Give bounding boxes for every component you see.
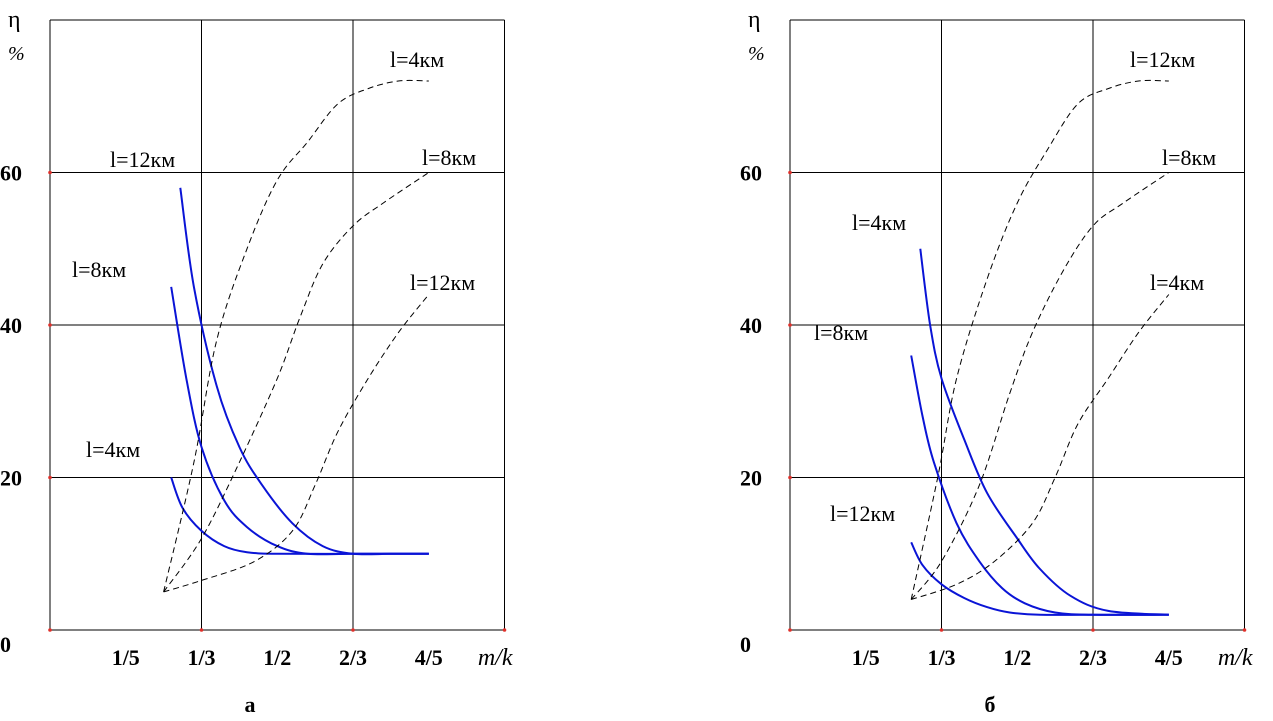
curve-label: l=8км	[72, 257, 126, 282]
series-curve-solid-1	[170, 286, 429, 556]
y-tick-label: 40	[740, 313, 762, 338]
y-axis-label: η	[748, 7, 761, 33]
series-curve-dashed-4	[910, 172, 1170, 600]
x-tick-label: 1/2	[263, 645, 291, 670]
series-curve-dashed-3	[163, 79, 429, 593]
y-axis-label: η	[8, 7, 21, 33]
y-tick-label: 60	[740, 161, 762, 186]
axis-tick-dot	[1242, 628, 1247, 632]
series-curve-solid-0	[179, 187, 429, 556]
x-tick-label: 2/3	[339, 645, 367, 670]
curve-label: l=4км	[852, 210, 906, 235]
axis-tick-dot	[939, 628, 944, 632]
x-tick-label: 2/3	[1079, 645, 1107, 670]
x-tick-label: 1/5	[112, 645, 140, 670]
axis-tick-dot	[1091, 628, 1095, 632]
y-axis-unit: %	[748, 43, 765, 65]
curve-label: l=12км	[110, 147, 175, 172]
curve-label: l=12км	[830, 501, 895, 526]
panel-a: 0 20 40 60 η% 1/5 1/3 1/2 2/3 4/5 m/k а l=12км l=8км l…	[0, 7, 513, 717]
curve-label: l=8км	[1162, 145, 1216, 170]
x-tick-label: 4/5	[415, 645, 443, 670]
y-tick-label: 20	[0, 466, 22, 491]
y-tick-label: 60	[0, 161, 22, 186]
series-curve-solid-1	[910, 355, 1169, 616]
axis-tick-dot	[351, 628, 355, 632]
series-curve-dashed-4	[163, 172, 430, 593]
axis-tick-dot	[48, 170, 52, 175]
series-curve-dashed-5	[163, 294, 430, 593]
axis-tick-dot	[48, 628, 52, 632]
panel-b: 0 20 40 60 η% 1/5 1/3 1/2 2/3 4/5 m/k б l=4км l=8км l=…	[740, 7, 1253, 717]
series-curve-solid-2	[910, 541, 1169, 616]
axis-tick-dot	[502, 628, 507, 632]
y-tick-label: 20	[740, 466, 762, 491]
axis-tick-dot	[199, 628, 204, 632]
curve-label: l=12км	[410, 270, 475, 295]
series-curve-dashed-3	[910, 79, 1169, 600]
x-tick-label: 1/3	[187, 645, 215, 670]
panel-label: б	[985, 692, 996, 717]
axis-tick-dot	[788, 628, 792, 632]
x-axis-label: m/k	[478, 645, 513, 671]
x-tick-label: 1/5	[852, 645, 880, 670]
y-tick-label: 40	[0, 313, 22, 338]
x-tick-label: 4/5	[1155, 645, 1183, 670]
curve-label: l=4км	[390, 47, 444, 72]
axis-tick-dot	[48, 475, 52, 480]
series-curve-solid-2	[170, 477, 429, 555]
x-axis-label: m/k	[1218, 645, 1253, 671]
axis-tick-dot	[48, 323, 52, 327]
x-tick-label: 1/2	[1003, 645, 1031, 670]
axis-tick-dot	[788, 170, 792, 175]
x-tick-label: 1/3	[927, 645, 955, 670]
curve-label: l=4км	[86, 437, 140, 462]
curve-label: l=8км	[814, 320, 868, 345]
series-curve-dashed-5	[911, 294, 1170, 600]
y-axis-unit: %	[8, 43, 25, 65]
y-tick-label: 0	[740, 632, 751, 657]
curve-label: l=4км	[1150, 270, 1204, 295]
series-curve-solid-0	[919, 248, 1169, 616]
axis-tick-dot	[788, 323, 792, 327]
axis-tick-dot	[788, 475, 792, 480]
curve-label: l=8км	[422, 145, 476, 170]
curve-label: l=12км	[1130, 47, 1195, 72]
panel-label: а	[245, 692, 256, 717]
y-tick-label: 0	[0, 632, 11, 657]
